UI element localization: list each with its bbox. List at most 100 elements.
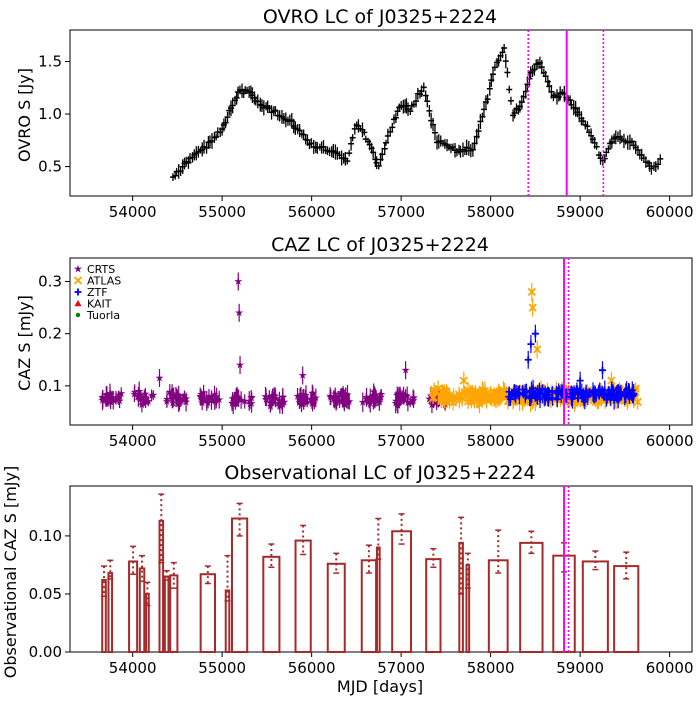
marker-plus <box>609 391 617 399</box>
marker-star <box>199 388 208 397</box>
marker-star <box>301 390 311 399</box>
marker-x <box>482 395 491 405</box>
marker-star <box>202 396 211 405</box>
x-tick-label: 57000 <box>377 203 425 221</box>
x-tick-label: 57000 <box>377 659 425 677</box>
marker-star <box>267 391 277 400</box>
x-tick-label: 54000 <box>109 659 157 677</box>
x-tick-label: 58000 <box>467 659 515 677</box>
bar <box>360 559 378 653</box>
bar <box>138 567 146 653</box>
bar <box>519 541 544 653</box>
marker-star <box>196 393 205 401</box>
ovro-panel: OVRO LC of J0325+2224 OVRO S [Jy] 54000 5… <box>15 6 693 221</box>
x-tick-label: 55000 <box>198 203 246 221</box>
bar <box>262 555 281 654</box>
marker-star <box>181 397 191 406</box>
marker-star <box>98 394 107 403</box>
marker-star <box>427 400 437 409</box>
marker-plus <box>510 388 518 396</box>
marker-x <box>429 385 439 394</box>
marker-star <box>369 391 378 400</box>
caz-panel: CAZ LC of J0325+2224 CAZ S [mJy] CRTSATL… <box>15 234 693 450</box>
marker-star <box>247 392 256 401</box>
y-tick-label: 0.5 <box>38 158 62 176</box>
bar <box>107 572 114 653</box>
marker-star <box>303 397 312 406</box>
marker-star <box>235 360 245 369</box>
marker-plus <box>599 366 607 374</box>
marker-plus <box>566 390 574 398</box>
marker-star <box>235 308 244 317</box>
marker-plus <box>522 388 530 396</box>
marker-star <box>395 395 404 403</box>
marker-x <box>437 396 446 406</box>
marker-star <box>212 392 221 401</box>
marker-star <box>409 393 418 402</box>
bar <box>613 565 640 653</box>
marker-star <box>339 386 348 395</box>
marker-plus <box>544 388 552 396</box>
legend-label-atlas: ATLAS <box>87 275 121 288</box>
caz-title: CAZ LC of J0325+2224 <box>271 234 489 256</box>
marker-star <box>134 392 143 401</box>
marker-plus <box>527 340 535 348</box>
marker-star <box>396 393 405 402</box>
marker-star <box>203 398 213 407</box>
marker-plus <box>519 385 527 393</box>
marker-star <box>309 398 319 407</box>
marker-star <box>345 397 354 406</box>
bar <box>425 558 442 654</box>
marker-plus <box>529 384 537 392</box>
marker-star <box>375 398 384 406</box>
bar <box>224 589 231 653</box>
marker-star <box>278 393 287 401</box>
caz-ylabel: CAZ S [mJy] <box>15 295 34 391</box>
marker-star <box>280 397 289 406</box>
marker-star <box>334 392 343 401</box>
marker-star <box>406 397 415 406</box>
bar <box>581 560 609 653</box>
marker-star <box>245 399 255 408</box>
x-tick-label: 58000 <box>467 432 515 450</box>
ovro-points <box>169 43 664 181</box>
marker-star <box>234 277 243 285</box>
marker-star <box>200 393 209 402</box>
marker-x <box>528 303 537 312</box>
observational-ylabel: Observational CAZ S [mJy] <box>1 466 20 678</box>
marker-star <box>240 397 249 405</box>
x-tick-label: 55000 <box>198 659 246 677</box>
marker-star <box>274 399 283 407</box>
bar <box>101 579 107 653</box>
marker-star <box>401 365 410 374</box>
marker-plus <box>531 330 539 338</box>
marker-star <box>114 390 123 399</box>
ovro-plot-area <box>69 29 693 197</box>
marker-star <box>130 389 139 398</box>
marker-x <box>455 396 464 405</box>
bar <box>487 559 509 653</box>
marker-star <box>207 392 216 401</box>
x-tick-label: 58000 <box>467 203 515 221</box>
marker-triangle <box>74 300 82 307</box>
marker-x <box>533 345 542 354</box>
marker-star <box>178 394 187 403</box>
marker-star <box>298 371 307 379</box>
marker-star <box>215 395 224 404</box>
marker-star <box>168 398 177 407</box>
series-ztf <box>505 324 638 410</box>
marker-star <box>174 391 183 400</box>
bar <box>199 573 216 653</box>
marker-star <box>393 389 402 398</box>
marker-plus <box>555 388 563 396</box>
marker-star <box>245 396 254 405</box>
marker-star <box>107 393 117 402</box>
marker-star <box>180 391 189 400</box>
marker-plus <box>515 391 523 399</box>
legend-label-kait: KAIT <box>87 298 112 311</box>
marker-star <box>231 396 240 405</box>
marker-star <box>137 400 146 409</box>
x-tick-label: 56000 <box>288 432 336 450</box>
marker-star <box>147 391 156 399</box>
